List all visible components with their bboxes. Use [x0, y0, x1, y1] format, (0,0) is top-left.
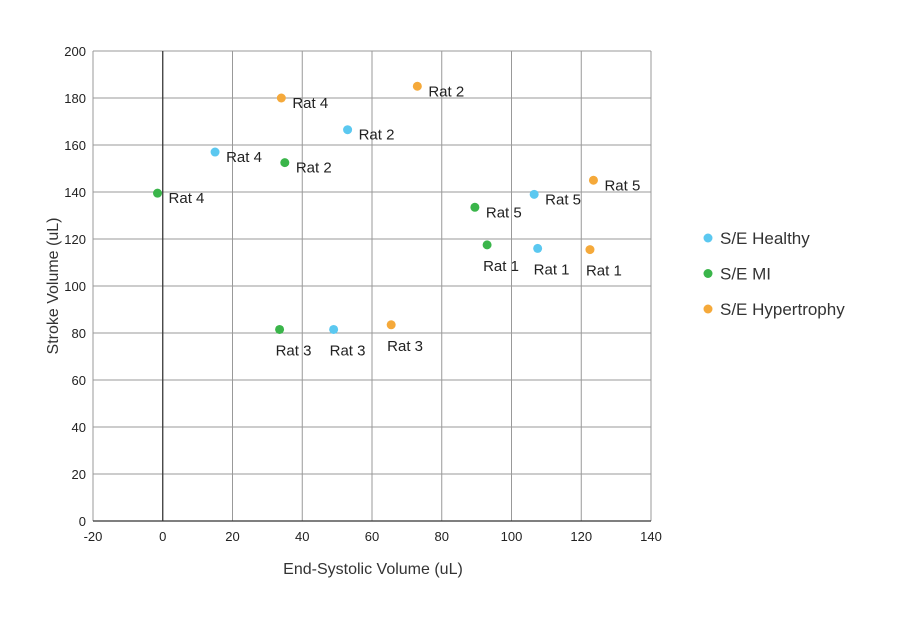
legend-marker	[703, 233, 713, 243]
data-point	[412, 81, 422, 91]
legend-entry: S/E Healthy	[720, 229, 810, 248]
y-tick-label: 120	[64, 232, 86, 247]
data-point	[529, 189, 539, 199]
data-point	[329, 324, 339, 334]
x-axis-title: End-Systolic Volume (uL)	[283, 561, 463, 578]
data-point	[275, 324, 285, 334]
x-tick-label: 140	[640, 529, 662, 544]
y-tick-label: 40	[72, 420, 86, 435]
y-tick-label: 140	[64, 185, 86, 200]
point-label: Rat 1	[483, 258, 519, 275]
y-tick-label: 20	[72, 467, 86, 482]
data-point	[280, 158, 290, 168]
data-point	[386, 320, 396, 330]
x-tick-label: 60	[365, 529, 379, 544]
data-point	[482, 240, 492, 250]
data-point	[588, 175, 598, 185]
y-axis-title: Stroke Volume (uL)	[45, 218, 62, 355]
data-point	[470, 202, 480, 212]
point-layer	[153, 81, 598, 334]
point-label: Rat 5	[486, 204, 522, 221]
data-point	[585, 245, 595, 255]
point-label: Rat 5	[604, 177, 640, 194]
grid-layer	[92, 50, 652, 522]
point-label: Rat 2	[428, 83, 464, 100]
x-tick-label: 80	[435, 529, 449, 544]
point-label: Rat 5	[545, 191, 581, 208]
data-point	[343, 125, 353, 135]
legend-entry: S/E Hypertrophy	[720, 300, 845, 319]
point-label: Rat 3	[330, 342, 366, 359]
data-point	[276, 93, 286, 103]
y-tick-label: 60	[72, 373, 86, 388]
x-tick-label: -20	[84, 529, 103, 544]
x-tick-label: 100	[501, 529, 523, 544]
data-point	[210, 147, 220, 157]
data-point	[533, 243, 543, 253]
point-label-layer: Rat 1 Rat 2 Rat 3 Rat 4 Rat 5 Rat 1 Rat 2 Rat 3…	[169, 83, 641, 359]
data-point	[153, 188, 163, 198]
y-tick-label: 80	[72, 326, 86, 341]
y-tick-label: 0	[79, 514, 86, 529]
legend: S/E Healthy S/E MI S/E Hypertrophy	[703, 229, 845, 319]
axis-layer: -20 0 20 40 60 80 100 120 1400204060801001201401…	[64, 44, 662, 544]
point-label: Rat 1	[586, 263, 622, 280]
y-tick-label: 200	[64, 44, 86, 59]
y-tick-label: 160	[64, 138, 86, 153]
point-label: Rat 4	[292, 95, 328, 112]
x-tick-label: 20	[225, 529, 239, 544]
point-label: Rat 4	[169, 190, 205, 207]
point-label: Rat 1	[534, 261, 570, 278]
point-label: Rat 3	[276, 342, 312, 359]
x-tick-label: 0	[159, 529, 166, 544]
legend-entry: S/E MI	[720, 265, 771, 284]
legend-marker	[703, 269, 713, 278]
legend-marker	[703, 304, 713, 314]
y-tick-label: 100	[64, 279, 86, 294]
y-tick-label: 180	[64, 91, 86, 106]
point-label: Rat 2	[359, 127, 395, 144]
point-label: Rat 4	[226, 149, 262, 166]
x-tick-label: 40	[295, 529, 309, 544]
point-label: Rat 3	[387, 338, 423, 355]
x-tick-label: 120	[570, 529, 592, 544]
point-label: Rat 2	[296, 160, 332, 177]
